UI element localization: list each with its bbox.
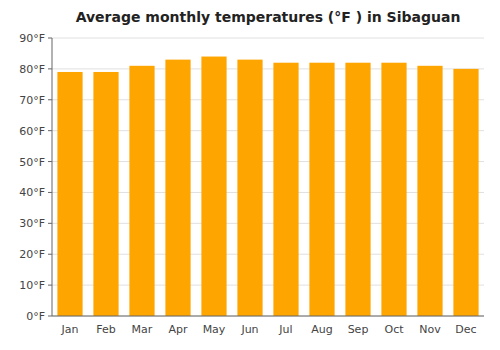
x-tick-label: Dec <box>455 323 476 336</box>
y-tick <box>48 192 52 193</box>
x-tick-label: Sep <box>348 323 369 336</box>
bar <box>57 72 82 316</box>
x-tick-label: Nov <box>419 323 441 336</box>
y-tick-label: 80°F <box>19 63 45 76</box>
bar <box>417 66 442 316</box>
bar <box>237 60 262 316</box>
y-tick-label: 30°F <box>19 217 45 230</box>
x-tick-label: Aug <box>311 323 332 336</box>
y-tick <box>48 254 52 255</box>
chart-title: Average monthly temperatures (°F ) in Si… <box>76 9 461 25</box>
y-axis: 0°F 10°F 20°F 30°F 40°F 50°F 60°F 70°F 80°F 90°F <box>19 32 484 323</box>
x-tick-label: Feb <box>96 323 115 336</box>
y-tick-label: 70°F <box>19 94 45 107</box>
x-tick-label: May <box>203 323 226 336</box>
bar <box>381 63 406 316</box>
y-tick <box>48 161 52 162</box>
bar <box>93 72 118 316</box>
y-tick <box>48 68 52 69</box>
x-tick-label: Oct <box>384 323 404 336</box>
x-tick-label: Apr <box>168 323 188 336</box>
y-tick <box>48 285 52 286</box>
y-tick-label: 90°F <box>19 32 45 45</box>
y-axis-line <box>52 38 53 316</box>
x-tick-label: Jun <box>240 323 258 336</box>
y-tick <box>48 223 52 224</box>
x-axis-line <box>52 316 484 317</box>
bars <box>57 57 478 316</box>
grid-line <box>52 38 484 39</box>
bar <box>273 63 298 316</box>
y-tick-label: 0°F <box>26 310 45 323</box>
bar <box>453 69 478 316</box>
y-tick <box>48 38 52 39</box>
x-axis: Jan Feb Mar Apr May Jun Jul Aug Sep Oct Nov Dec <box>61 323 477 336</box>
y-tick-label: 50°F <box>19 156 45 169</box>
x-tick-label: Jan <box>61 323 79 336</box>
bar <box>129 66 154 316</box>
y-tick-label: 10°F <box>19 279 45 292</box>
y-tick <box>48 99 52 100</box>
chart-container: Average monthly temperatures (°F ) in Si… <box>0 0 500 350</box>
bar <box>309 63 334 316</box>
bar <box>165 60 190 316</box>
x-tick-label: Mar <box>132 323 153 336</box>
y-tick-label: 40°F <box>19 186 45 199</box>
bar <box>345 63 370 316</box>
x-tick-label: Jul <box>278 323 292 336</box>
y-tick-label: 60°F <box>19 125 45 138</box>
chart-svg: Average monthly temperatures (°F ) in Si… <box>0 0 500 350</box>
bar <box>201 57 226 316</box>
y-tick-label: 20°F <box>19 248 45 261</box>
y-tick <box>48 130 52 131</box>
grid-line <box>52 316 484 317</box>
y-tick <box>48 316 52 317</box>
